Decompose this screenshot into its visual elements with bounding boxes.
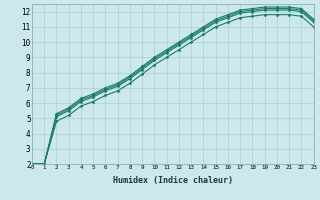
X-axis label: Humidex (Indice chaleur): Humidex (Indice chaleur) xyxy=(113,176,233,185)
